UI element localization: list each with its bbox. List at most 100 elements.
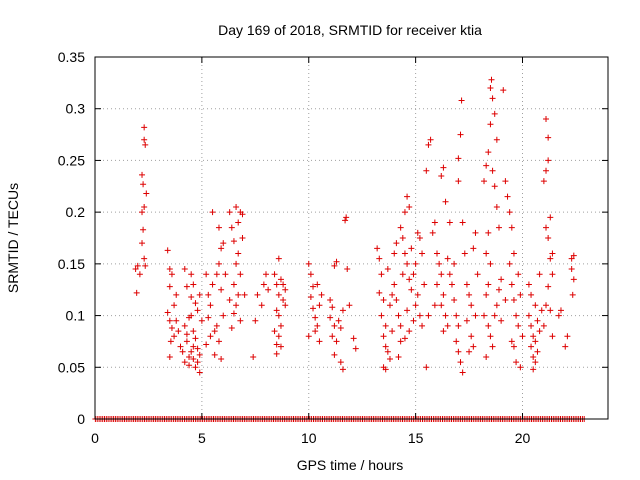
data-point-plus (530, 333, 537, 340)
plot-frame (94, 56, 609, 420)
data-point-plus (194, 345, 201, 352)
data-point-plus (393, 240, 400, 247)
data-point-plus (218, 356, 225, 363)
data-point-plus (275, 291, 282, 298)
data-point-plus (416, 235, 423, 241)
data-point-plus (404, 307, 411, 314)
data-point-plus (510, 343, 517, 350)
data-point-plus (316, 338, 323, 345)
data-point-plus (190, 343, 197, 350)
data-point-plus (431, 219, 438, 226)
data-point-plus (173, 291, 180, 298)
data-point-plus (487, 121, 494, 128)
data-point-plus (213, 271, 220, 278)
data-point-plus (186, 314, 193, 321)
data-point-plus (489, 167, 496, 174)
data-point-plus (493, 136, 500, 143)
data-point-plus (545, 157, 552, 164)
data-point-plus (431, 302, 438, 309)
data-point-plus (226, 297, 233, 304)
x-tick-label: 5 (198, 430, 206, 446)
data-point-plus (401, 250, 408, 257)
data-point-plus (528, 291, 535, 298)
chart-title: Day 169 of 2018, SRMTID for receiver kti… (218, 22, 482, 38)
data-point-plus (536, 328, 543, 335)
data-point-plus (241, 291, 248, 298)
data-point-plus (209, 281, 216, 288)
data-point-plus (483, 353, 490, 360)
data-point-plus (543, 224, 550, 231)
data-point-plus (425, 312, 432, 319)
data-point-plus (491, 183, 498, 190)
data-point-plus (545, 235, 552, 241)
data-point-plus (175, 328, 182, 335)
data-point-plus (209, 209, 216, 216)
data-point-plus (142, 262, 149, 269)
data-point-plus (376, 289, 383, 296)
data-point-plus (453, 312, 460, 319)
data-point-plus (532, 302, 539, 309)
data-point-plus (451, 297, 458, 304)
data-point-plus (230, 238, 237, 245)
data-point-plus (568, 266, 575, 273)
data-point-plus (440, 164, 447, 171)
data-point-plus (540, 322, 547, 329)
data-point-plus (179, 348, 186, 355)
data-point-plus (318, 291, 325, 298)
data-point-plus (538, 307, 545, 314)
data-point-plus (547, 214, 554, 221)
data-point-plus (237, 317, 244, 324)
y-tick-label: 0.35 (58, 49, 85, 65)
data-point-plus (493, 203, 500, 210)
data-point-plus (211, 351, 218, 358)
data-point-plus (488, 76, 495, 83)
data-point-plus (166, 353, 173, 360)
data-point-plus (530, 353, 537, 360)
data-point-plus (343, 214, 350, 221)
data-point-plus (549, 333, 556, 340)
data-point-plus (395, 312, 402, 319)
data-point-plus (307, 271, 314, 278)
data-point-plus (235, 291, 242, 298)
data-point-plus (190, 328, 197, 335)
data-point-plus (263, 271, 269, 278)
data-point-plus (525, 281, 532, 288)
data-point-plus (410, 317, 417, 324)
data-point-plus (352, 345, 359, 352)
data-point-plus (549, 271, 556, 278)
data-point-plus (277, 276, 284, 283)
data-point-plus (168, 271, 175, 278)
data-point-plus (547, 255, 554, 262)
data-point-plus (517, 364, 524, 371)
data-point-plus (487, 333, 494, 340)
data-point-plus (421, 281, 428, 288)
data-point-plus (339, 307, 346, 314)
data-point-plus (463, 317, 470, 324)
data-point-plus (545, 134, 552, 141)
data-point-plus (519, 333, 526, 340)
data-point-plus (495, 224, 502, 231)
data-point-plus (275, 255, 282, 262)
data-point-plus (181, 322, 188, 329)
data-point-plus (166, 266, 173, 273)
data-point-plus (273, 307, 280, 314)
data-point-plus (271, 271, 278, 278)
data-point-plus (513, 359, 520, 366)
data-point-plus (312, 328, 319, 335)
data-point-plus (250, 353, 257, 360)
data-point-plus (545, 283, 552, 290)
data-point-plus (265, 286, 272, 293)
data-point-plus (196, 369, 203, 376)
data-point-plus (391, 281, 398, 288)
data-point-plus (568, 255, 575, 262)
data-point-plus (139, 240, 146, 247)
data-point-plus (555, 312, 562, 319)
data-point-plus (532, 338, 539, 345)
data-point-plus (136, 271, 143, 278)
data-point-plus (218, 245, 225, 252)
data-point-plus (141, 203, 148, 210)
data-point-plus (305, 260, 312, 267)
data-point-plus (378, 271, 385, 278)
data-point-plus (183, 283, 190, 290)
data-point-plus (386, 302, 393, 309)
